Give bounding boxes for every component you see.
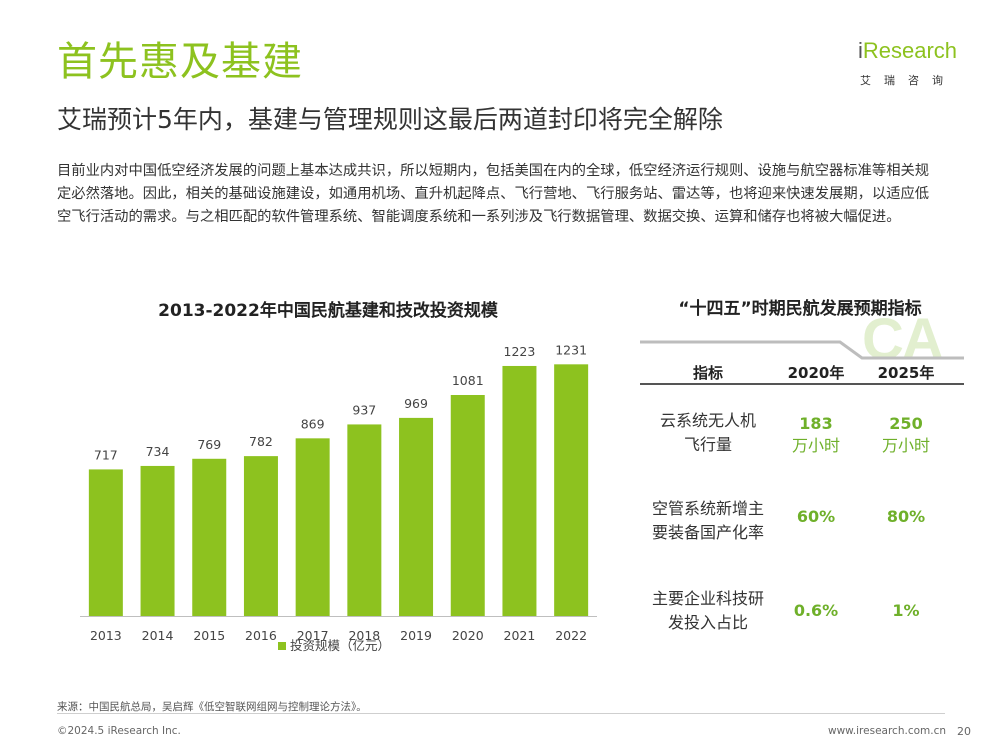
x-tick-label-2015: 2015 xyxy=(193,628,225,643)
table-value-2020: 0.6% xyxy=(776,600,856,622)
bar-2021 xyxy=(502,365,537,616)
table-value-2025: 1% xyxy=(866,600,946,622)
data-label-2019: 969 xyxy=(404,396,428,411)
copyright: ©2024.5 iResearch Inc. xyxy=(57,725,181,737)
table-value-2020: 183 万小时 xyxy=(776,413,856,457)
value-unit: 万小时 xyxy=(881,436,930,455)
data-label-2016: 782 xyxy=(249,434,273,449)
bar-2019 xyxy=(399,417,434,616)
bar-chart: 717 2013 734 2014 769 2015 782 2016 869 2017 937 20… xyxy=(80,342,597,653)
logo-brand: iResearch xyxy=(858,40,957,62)
table-value-2025: 80% xyxy=(866,506,946,528)
bar-2015 xyxy=(192,458,227,616)
x-tick-label-2020: 2020 xyxy=(452,628,484,643)
x-tick-label-2016: 2016 xyxy=(245,628,277,643)
x-tick-label-2013: 2013 xyxy=(90,628,122,643)
data-label-2017: 869 xyxy=(301,416,325,431)
chart-title: 2013-2022年中国民航基建和技改投资规模 xyxy=(158,301,498,321)
table-header-decoration xyxy=(640,340,964,360)
row-label-line: 空管系统新增主 xyxy=(651,499,764,518)
value-number: 250 xyxy=(889,414,923,433)
value-number: 0.6% xyxy=(793,601,839,620)
iresearch-logo: iResearch 艾瑞咨询 xyxy=(850,40,970,92)
bar-2018 xyxy=(347,424,382,616)
bar-2017 xyxy=(295,438,330,616)
data-label-2021: 1223 xyxy=(504,344,536,359)
bar-2022 xyxy=(554,364,589,616)
x-tick-label-2022: 2022 xyxy=(555,628,587,643)
ca-watermark: CA xyxy=(862,307,944,372)
value-unit: 万小时 xyxy=(791,436,840,455)
row-label-line: 云系统无人机 xyxy=(659,411,756,430)
x-tick-label-2018: 2018 xyxy=(348,628,380,643)
x-tick-label-2021: 2021 xyxy=(504,628,536,643)
logo-brand-prefix: i xyxy=(858,38,863,63)
data-label-2015: 769 xyxy=(197,437,221,452)
logo-brand-rest: Research xyxy=(862,38,958,63)
value-number: 1% xyxy=(892,601,920,620)
bar-2016 xyxy=(243,456,278,616)
table-header-decoration-line xyxy=(640,340,964,360)
footer-divider xyxy=(57,713,945,714)
data-label-2020: 1081 xyxy=(452,373,484,388)
legend-swatch xyxy=(278,642,286,650)
data-label-2022: 1231 xyxy=(555,342,587,357)
table-row-label: 空管系统新增主 要装备国产化率 xyxy=(638,497,778,545)
page-title: 首先惠及基建 xyxy=(57,39,303,85)
logo-chinese-name: 艾瑞咨询 xyxy=(860,74,956,87)
source-note: 来源：中国民航总局，吴启辉《低空智联网组网与控制理论方法》。 xyxy=(57,701,367,713)
x-tick-label-2019: 2019 xyxy=(400,628,432,643)
x-tick-label-2017: 2017 xyxy=(297,628,329,643)
value-number: 80% xyxy=(886,507,926,526)
legend-label: 投资规模（亿元） xyxy=(290,638,390,653)
row-label-line: 发投入占比 xyxy=(667,613,748,632)
bar-2020 xyxy=(450,394,485,616)
bar-2014 xyxy=(140,465,175,616)
table-value-2020: 60% xyxy=(776,506,856,528)
data-label-2014: 734 xyxy=(146,444,170,459)
website-link[interactable]: www.iresearch.com.cn xyxy=(828,725,947,737)
row-label-line: 要装备国产化率 xyxy=(651,523,764,542)
table-title: “十四五”时期民航发展预期指标 xyxy=(678,299,922,319)
value-number: 60% xyxy=(796,507,836,526)
table-header-2020: 2020年 xyxy=(787,364,845,382)
table-value-2025: 250 万小时 xyxy=(866,413,946,457)
table-header-indicator: 指标 xyxy=(692,364,723,382)
table-header-rule xyxy=(640,383,964,385)
x-tick-label-2014: 2014 xyxy=(142,628,174,643)
data-label-2018: 937 xyxy=(352,402,376,417)
page-number: 20 xyxy=(957,725,971,738)
data-label-2013: 717 xyxy=(94,447,118,462)
page-subtitle: 艾瑞预计5年内，基建与管理规则这最后两道封印将完全解除 xyxy=(57,105,723,134)
table-row-label: 云系统无人机 飞行量 xyxy=(638,409,778,457)
row-label-line: 飞行量 xyxy=(683,435,732,454)
row-label-line: 主要企业科技研 xyxy=(651,589,764,608)
body-paragraph: 目前业内对中国低空经济发展的问题上基本达成共识，所以短期内，包括美国在内的全球，… xyxy=(57,163,930,225)
bar-2013 xyxy=(88,469,123,616)
table-header-2025: 2025年 xyxy=(877,364,935,382)
value-number: 183 xyxy=(799,414,833,433)
table-row-label: 主要企业科技研 发投入占比 xyxy=(638,587,778,635)
